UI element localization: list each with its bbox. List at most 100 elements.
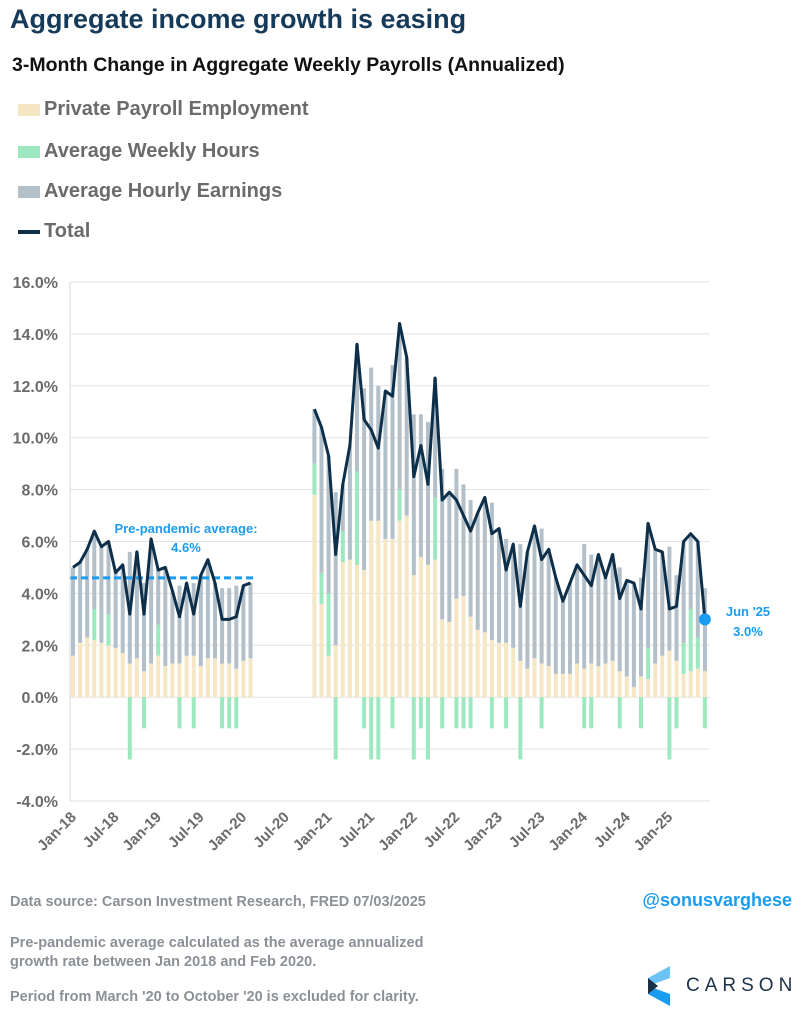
bar-earnings (376, 385, 381, 521)
bar-earnings (511, 544, 516, 648)
bar-hours (433, 497, 438, 560)
bar-earnings (227, 588, 232, 664)
bar-hours (127, 697, 132, 760)
total-line (313, 322, 707, 620)
bar-payroll (461, 595, 466, 698)
legend-swatch-earnings (18, 185, 40, 198)
legend-label: Average Weekly Hours (44, 140, 260, 162)
bar-earnings (390, 365, 395, 539)
bar-hours (156, 624, 161, 656)
bar-payroll (639, 676, 643, 698)
bar-payroll (319, 603, 324, 698)
bar-payroll (397, 520, 402, 698)
bar-earnings (475, 512, 480, 630)
latest-point-marker (698, 613, 711, 626)
y-tick-label: 6.0% (22, 535, 58, 552)
bar-payroll (99, 642, 104, 698)
bar-earnings (355, 344, 359, 472)
bar-earnings (156, 570, 161, 625)
bar-hours (106, 614, 111, 646)
bar-payroll (596, 666, 601, 698)
bar-hours (326, 593, 331, 656)
bar-earnings (340, 484, 345, 532)
bar-earnings (482, 497, 487, 633)
bar-payroll (78, 642, 83, 698)
bar-earnings (525, 551, 530, 669)
bar-payroll (234, 668, 239, 698)
bar-payroll (695, 668, 700, 698)
x-tick-label: Jul-22 (421, 809, 464, 852)
bar-payroll (525, 668, 530, 698)
bar-payroll (127, 663, 132, 698)
legend-swatch-payroll (18, 103, 40, 116)
bar-earnings (660, 551, 665, 656)
bar-hours (319, 572, 324, 604)
x-tick-label: Jan-23 (460, 809, 506, 855)
bar-earnings (397, 323, 402, 490)
bar-earnings (617, 567, 622, 672)
bar-earnings (113, 572, 118, 648)
bar-hours (227, 697, 232, 729)
bar-earnings (575, 564, 580, 664)
bar-payroll (106, 645, 111, 698)
bar-earnings (78, 562, 83, 643)
x-tick-label: Jan-22 (375, 809, 421, 855)
bar-earnings (461, 484, 466, 596)
bar-payroll (426, 564, 430, 698)
bar-earnings (205, 559, 210, 659)
x-tick-label: Jul-21 (335, 809, 378, 852)
bar-earnings (191, 583, 196, 656)
legend-label: Total (44, 220, 91, 242)
bar-earnings (639, 577, 643, 677)
bar-earnings (326, 455, 331, 594)
bar-hours (92, 608, 97, 641)
bar-payroll (156, 655, 161, 698)
bar-payroll (170, 663, 175, 698)
bar-hours (667, 697, 672, 760)
bar-payroll (454, 598, 459, 698)
bar-hours (397, 489, 402, 521)
bar-hours (688, 608, 693, 672)
bar-hours (440, 697, 445, 729)
bar-earnings (177, 585, 182, 664)
bar-payroll (149, 663, 154, 698)
bar-earnings (170, 590, 175, 664)
bar-earnings (220, 588, 225, 664)
bar-earnings (560, 601, 565, 674)
bar-earnings (546, 549, 551, 667)
bar-hours (617, 697, 622, 729)
bar-payroll (362, 570, 367, 698)
y-tick-label: 8.0% (22, 483, 58, 500)
legend-item-earnings: Average Hourly Earnings (18, 180, 282, 203)
bar-payroll (340, 562, 345, 698)
bar-payroll (603, 663, 608, 698)
bar-earnings (582, 544, 587, 669)
bar-payroll (198, 666, 203, 698)
bar-hours (518, 697, 523, 760)
chart-subtitle: 3-Month Change in Aggregate Weekly Payro… (12, 54, 565, 76)
bar-payroll (142, 671, 146, 698)
x-tick-label: Jul-19 (165, 809, 208, 852)
twitter-handle[interactable]: @sonusvarghese (642, 890, 792, 910)
bar-earnings (440, 468, 445, 620)
bar-payroll (213, 658, 217, 698)
bar-earnings (248, 583, 253, 659)
bar-payroll (553, 673, 558, 698)
bar-hours (362, 697, 367, 729)
y-tick-label: -2.0% (16, 742, 58, 759)
bar-payroll (347, 559, 352, 698)
bar-hours (340, 531, 345, 563)
bar-payroll (631, 686, 636, 698)
bar-payroll (660, 655, 665, 698)
bar-payroll (191, 655, 196, 698)
bar-payroll (702, 671, 707, 698)
bar-hours (681, 642, 686, 674)
bar-payroll (653, 663, 658, 698)
bar-earnings (624, 580, 629, 677)
bar-payroll (617, 671, 622, 698)
bar-payroll (241, 660, 246, 698)
legend-item-hours: Average Weekly Hours (18, 140, 260, 163)
bar-payroll (681, 673, 686, 698)
bar-payroll (489, 640, 494, 698)
bar-earnings (134, 551, 139, 659)
